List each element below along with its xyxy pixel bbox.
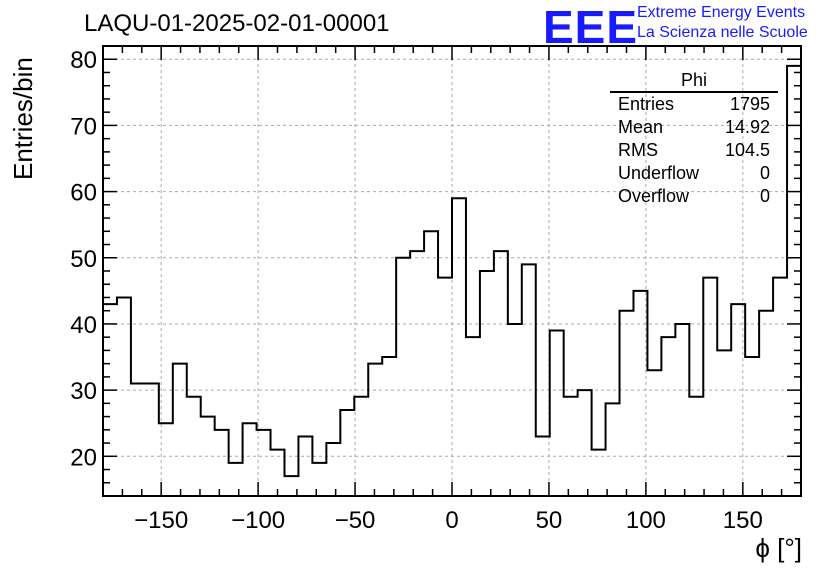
stats-label: Underflow <box>618 163 700 183</box>
histogram-bin <box>271 450 285 496</box>
stats-label: Entries <box>618 94 675 114</box>
histogram-bin <box>452 198 466 496</box>
histogram-bin <box>243 423 257 496</box>
stats-value: 0 <box>759 186 770 206</box>
eee-logo: EEE <box>543 1 639 53</box>
histogram-bin <box>773 278 787 496</box>
histogram-bin <box>633 291 647 496</box>
histogram-bin <box>298 436 312 496</box>
histogram-bin <box>215 430 229 496</box>
histogram-bin <box>368 364 382 496</box>
x-tick-label: 150 <box>723 507 763 534</box>
stats-value: 14.92 <box>724 117 770 137</box>
stats-box: Phi Entries 1795 Mean 14.92 RMS 104.5 Un… <box>610 70 778 208</box>
histogram-bin <box>103 304 117 496</box>
stats-label: RMS <box>618 140 658 160</box>
histogram-bin <box>340 410 354 496</box>
histogram-bin <box>159 423 173 496</box>
stats-label: Mean <box>618 117 664 137</box>
histogram-bin <box>675 324 689 496</box>
plot-title: LAQU-01-2025-02-01-00001 <box>84 10 390 37</box>
histogram-outline <box>103 64 801 478</box>
x-tick-label: 100 <box>626 507 666 534</box>
histogram-bin <box>731 304 745 496</box>
histogram-bin <box>229 463 243 496</box>
histogram-bin <box>620 311 634 496</box>
histogram-bin <box>745 357 759 496</box>
x-tick-label: −100 <box>231 507 285 534</box>
histogram-bin <box>689 397 703 496</box>
tick-labels: −150 −100 −50 0 50 100 150 20 30 40 50 60 70 80 <box>70 47 763 534</box>
y-tick-label: 20 <box>70 444 97 471</box>
y-tick-label: 70 <box>70 113 97 140</box>
histogram-bin <box>117 297 131 496</box>
histogram-bin <box>717 350 731 496</box>
histogram-bin <box>466 337 480 496</box>
stats-row-mean: Mean 14.92 <box>610 116 778 139</box>
histogram-bin <box>703 278 717 496</box>
histogram-bin <box>396 258 410 496</box>
stats-row-entries: Entries 1795 <box>610 93 778 116</box>
histogram-bin <box>606 403 620 496</box>
y-tick-label: 80 <box>70 47 97 74</box>
stats-label: Overflow <box>618 186 690 206</box>
histogram-bin <box>564 397 578 496</box>
histogram-bin <box>354 397 368 496</box>
y-axis-title: Entries/bin <box>8 57 38 180</box>
stats-row-rms: RMS 104.5 <box>610 139 778 162</box>
y-tick-label: 60 <box>70 180 97 207</box>
histogram-bin <box>410 251 424 496</box>
logo-tagline-1: Extreme Energy Events <box>637 4 806 21</box>
axis-ticks <box>102 45 802 497</box>
histogram-bars <box>103 64 801 497</box>
histogram-bin <box>326 443 340 496</box>
histogram-bin <box>494 251 508 496</box>
y-tick-label: 50 <box>70 246 97 273</box>
logo-tagline-2: La Scienza nelle Scuole <box>637 24 808 41</box>
stats-row-underflow: Underflow 0 <box>610 162 778 185</box>
histogram-bin <box>257 430 271 496</box>
histogram-bin <box>536 436 550 496</box>
x-tick-label: −150 <box>134 507 188 534</box>
histogram-bin <box>578 390 592 496</box>
y-tick-label: 30 <box>70 378 97 405</box>
histogram-bin <box>787 66 801 496</box>
histogram-bin <box>145 384 159 497</box>
histogram-bin <box>661 337 675 496</box>
x-tick-label: 0 <box>445 507 458 534</box>
stats-value: 1795 <box>729 94 770 114</box>
histogram-bin <box>759 311 773 496</box>
x-tick-label: −50 <box>335 507 376 534</box>
histogram-bin <box>424 231 438 496</box>
histogram-bin <box>312 463 326 496</box>
histogram-bin <box>522 264 536 496</box>
histogram-bin <box>550 331 564 496</box>
stats-row-overflow: Overflow 0 <box>610 185 778 208</box>
stats-value: 0 <box>759 163 770 183</box>
histogram-bin <box>508 324 522 496</box>
y-tick-label: 40 <box>70 312 97 339</box>
histogram-bin <box>647 370 661 496</box>
stats-title: Phi <box>610 70 778 93</box>
histogram-bin <box>131 384 145 497</box>
x-axis-title: ϕ [°] <box>755 533 802 563</box>
histogram-bin <box>201 417 215 496</box>
stats-value: 104.5 <box>724 140 770 160</box>
histogram-bin <box>187 397 201 496</box>
histogram-bin <box>438 278 452 496</box>
x-tick-label: 50 <box>536 507 563 534</box>
histogram-bin <box>173 364 187 496</box>
histogram-bin <box>480 271 494 496</box>
histogram-bin <box>382 357 396 496</box>
histogram-bin <box>592 450 606 496</box>
histogram-bin <box>284 476 298 496</box>
